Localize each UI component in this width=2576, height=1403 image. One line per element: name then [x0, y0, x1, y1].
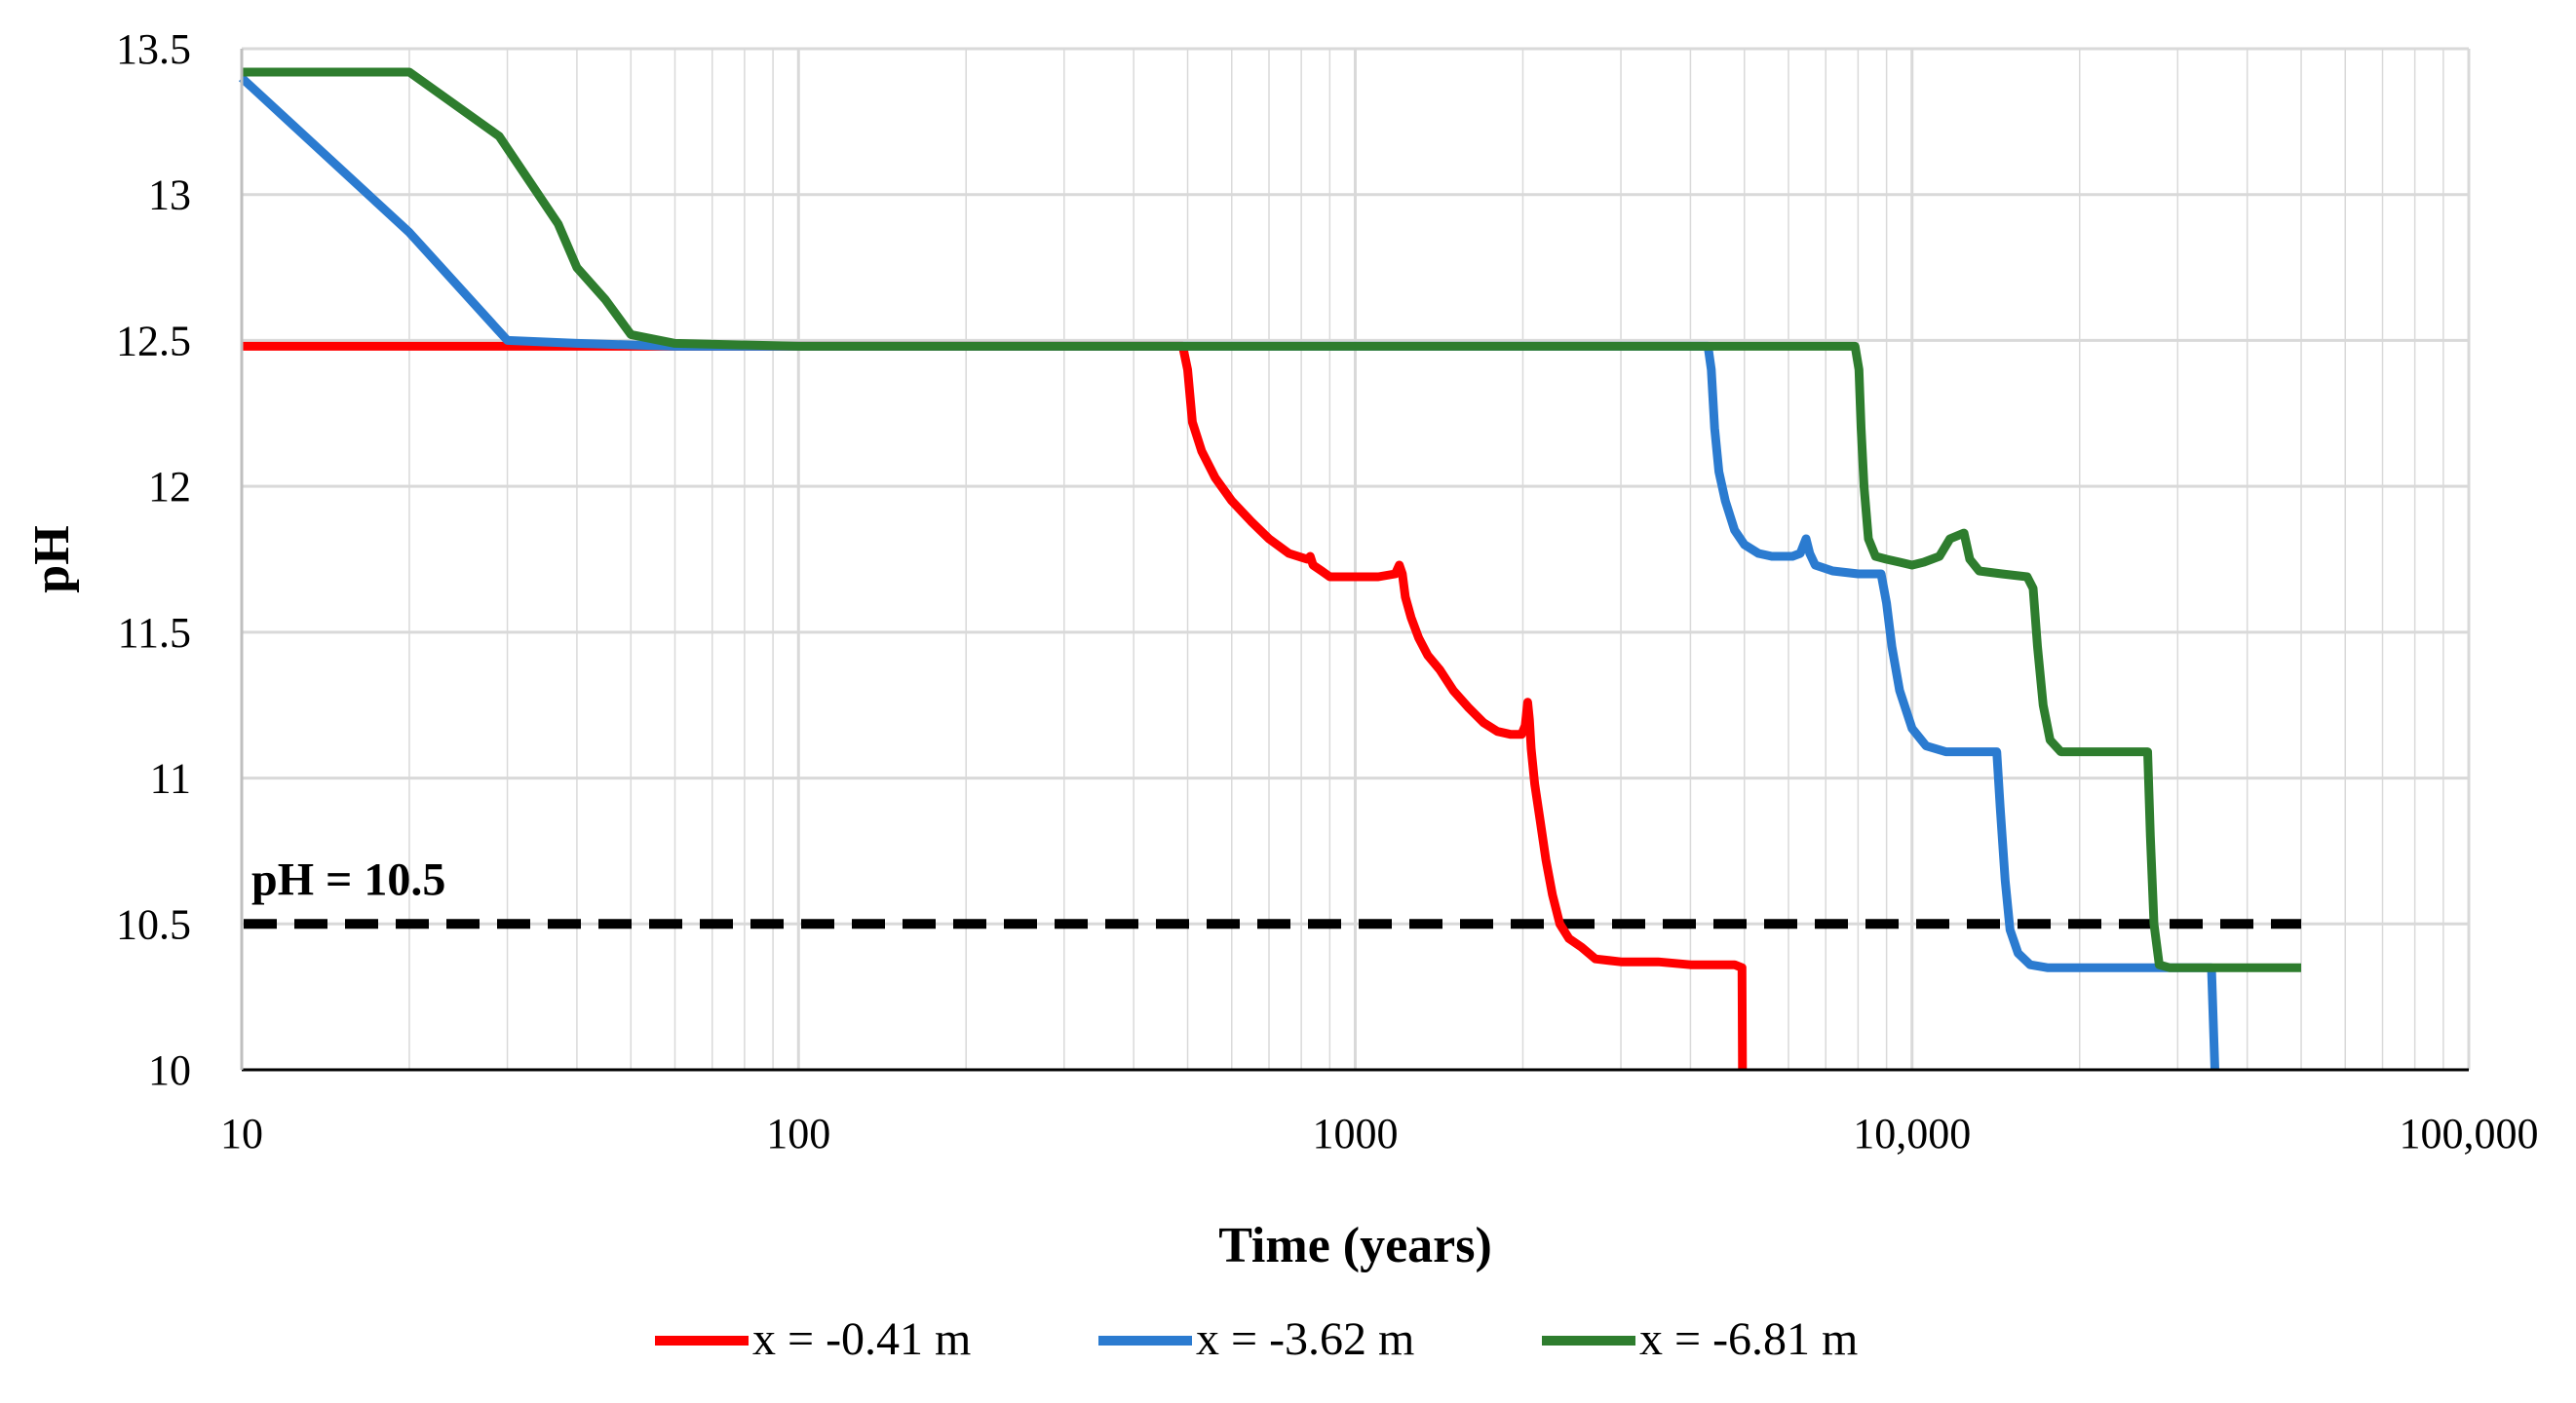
y-tick-label: 11.5 [118, 609, 191, 657]
y-tick-label: 13.5 [116, 25, 191, 73]
y-tick-label: 13 [148, 171, 191, 219]
x-tick-label: 100 [766, 1110, 830, 1157]
x-tick-labels: 10 100 1000 10,000 100,000 [220, 1110, 2539, 1157]
x-tick-label: 10,000 [1853, 1110, 1971, 1157]
y-tick-labels: 10 10.5 11 11.5 12 12.5 13 13.5 [116, 25, 191, 1094]
legend-label: x = -0.41 m [752, 1313, 971, 1365]
x-tick-label: 1000 [1313, 1110, 1399, 1157]
legend: x = -0.41 m x = -3.62 m x = -6.81 m [655, 1313, 1858, 1365]
series-layer [238, 67, 2301, 1071]
threshold-layer: pH = 10.5 [244, 853, 2302, 929]
legend-label: x = -6.81 m [1639, 1313, 1858, 1365]
y-tick-label: 12.5 [116, 317, 191, 364]
y-axis-title: pH [24, 525, 80, 592]
y-tick-label: 11 [150, 755, 191, 803]
x-axis-title: Time (years) [1218, 1218, 1492, 1273]
y-tick-label: 12 [148, 463, 191, 511]
legend-label: x = -3.62 m [1196, 1313, 1414, 1365]
axes [240, 49, 2469, 1072]
series-line-3 [242, 67, 2301, 972]
series-line-1 [242, 341, 1748, 1071]
threshold-label: pH = 10.5 [251, 853, 445, 905]
x-tick-label: 10 [220, 1110, 263, 1157]
y-tick-label: 10.5 [116, 900, 191, 948]
y-tick-label: 10 [148, 1046, 191, 1094]
x-tick-label: 100,000 [2400, 1110, 2539, 1157]
